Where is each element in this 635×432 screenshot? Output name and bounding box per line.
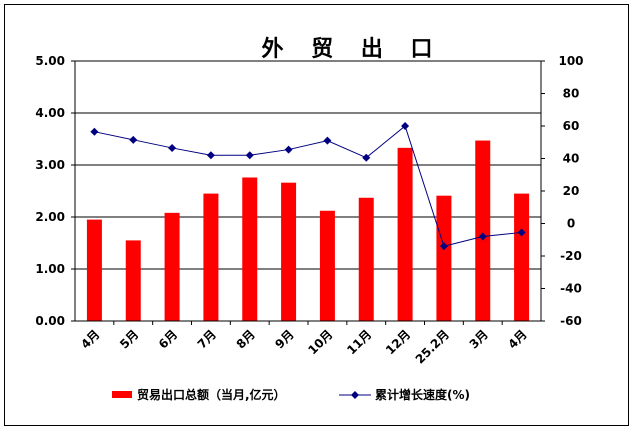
right-y-axis: -60 -40 -20 0 20 40 60 80 100 — [541, 54, 584, 328]
bar — [242, 177, 258, 321]
bar — [475, 140, 491, 321]
x-tick-label: 7月 — [195, 327, 219, 351]
line-point — [517, 228, 526, 237]
legend-line-marker — [351, 391, 359, 399]
left-tick-label: 1.00 — [35, 262, 65, 276]
line-point — [206, 151, 215, 160]
x-tick-label: 25.2月 — [413, 327, 452, 366]
x-axis: 4月 5月 6月 7月 8月 9月 10月 11月 12月 25.2月 3月 4月 — [78, 321, 530, 367]
bar — [125, 240, 141, 321]
line-point — [284, 145, 293, 154]
left-tick-label: 0.00 — [35, 314, 65, 328]
bar — [514, 193, 530, 321]
right-tick-label: -20 — [560, 249, 582, 263]
bar — [358, 197, 374, 321]
line-point — [129, 135, 138, 144]
line-point — [168, 143, 177, 152]
bar — [281, 182, 297, 321]
bar — [203, 193, 219, 321]
x-tick-label: 12月 — [383, 327, 413, 357]
left-tick-label: 5.00 — [35, 54, 65, 68]
x-tick-label: 9月 — [272, 327, 296, 351]
line-point — [90, 127, 99, 136]
left-y-axis: 0.00 1.00 2.00 3.00 4.00 5.00 — [35, 54, 75, 328]
x-tick-label: 11月 — [344, 327, 374, 357]
line-point — [439, 242, 448, 251]
x-tick-label: 3月 — [467, 327, 491, 351]
legend: 贸易出口总额（当月,亿元） 累计增长速度(%) — [112, 387, 470, 402]
left-tick-label: 2.00 — [35, 210, 65, 224]
line-series — [90, 122, 526, 251]
bar — [436, 195, 452, 321]
line-point — [478, 232, 487, 241]
plot-area-border — [74, 60, 542, 322]
line-point — [245, 151, 254, 160]
x-tick-label: 5月 — [117, 327, 141, 351]
right-tick-label: 40 — [563, 152, 580, 166]
right-tick-label: 80 — [563, 87, 580, 101]
right-tick-label: -60 — [560, 314, 582, 328]
legend-line-label: 累计增长速度(%) — [375, 387, 470, 402]
legend-bar-swatch — [112, 391, 132, 398]
bar — [397, 147, 413, 321]
x-tick-label: 10月 — [305, 327, 335, 357]
left-tick-label: 4.00 — [35, 106, 65, 120]
right-tick-label: 0 — [567, 217, 575, 231]
line-point — [323, 136, 332, 145]
gridlines — [75, 112, 541, 270]
line-point — [362, 153, 371, 162]
right-tick-label: 60 — [563, 119, 580, 133]
right-tick-label: 20 — [563, 184, 580, 198]
chart-title: 外 贸 出 口 — [262, 36, 443, 62]
growth-line — [94, 125, 522, 247]
line-point — [401, 122, 410, 130]
bar — [86, 219, 102, 321]
left-tick-label: 3.00 — [35, 158, 65, 172]
right-tick-label: 100 — [558, 54, 583, 68]
legend-bar-label: 贸易出口总额（当月,亿元） — [137, 387, 286, 402]
bar-series — [86, 140, 530, 321]
x-tick-label: 8月 — [234, 327, 258, 351]
right-tick-label: -40 — [560, 282, 582, 296]
x-tick-label: 4月 — [78, 327, 102, 351]
x-tick-label: 6月 — [156, 327, 180, 351]
bar — [319, 210, 335, 321]
bar — [164, 212, 180, 321]
x-tick-label: 4月 — [505, 327, 529, 351]
